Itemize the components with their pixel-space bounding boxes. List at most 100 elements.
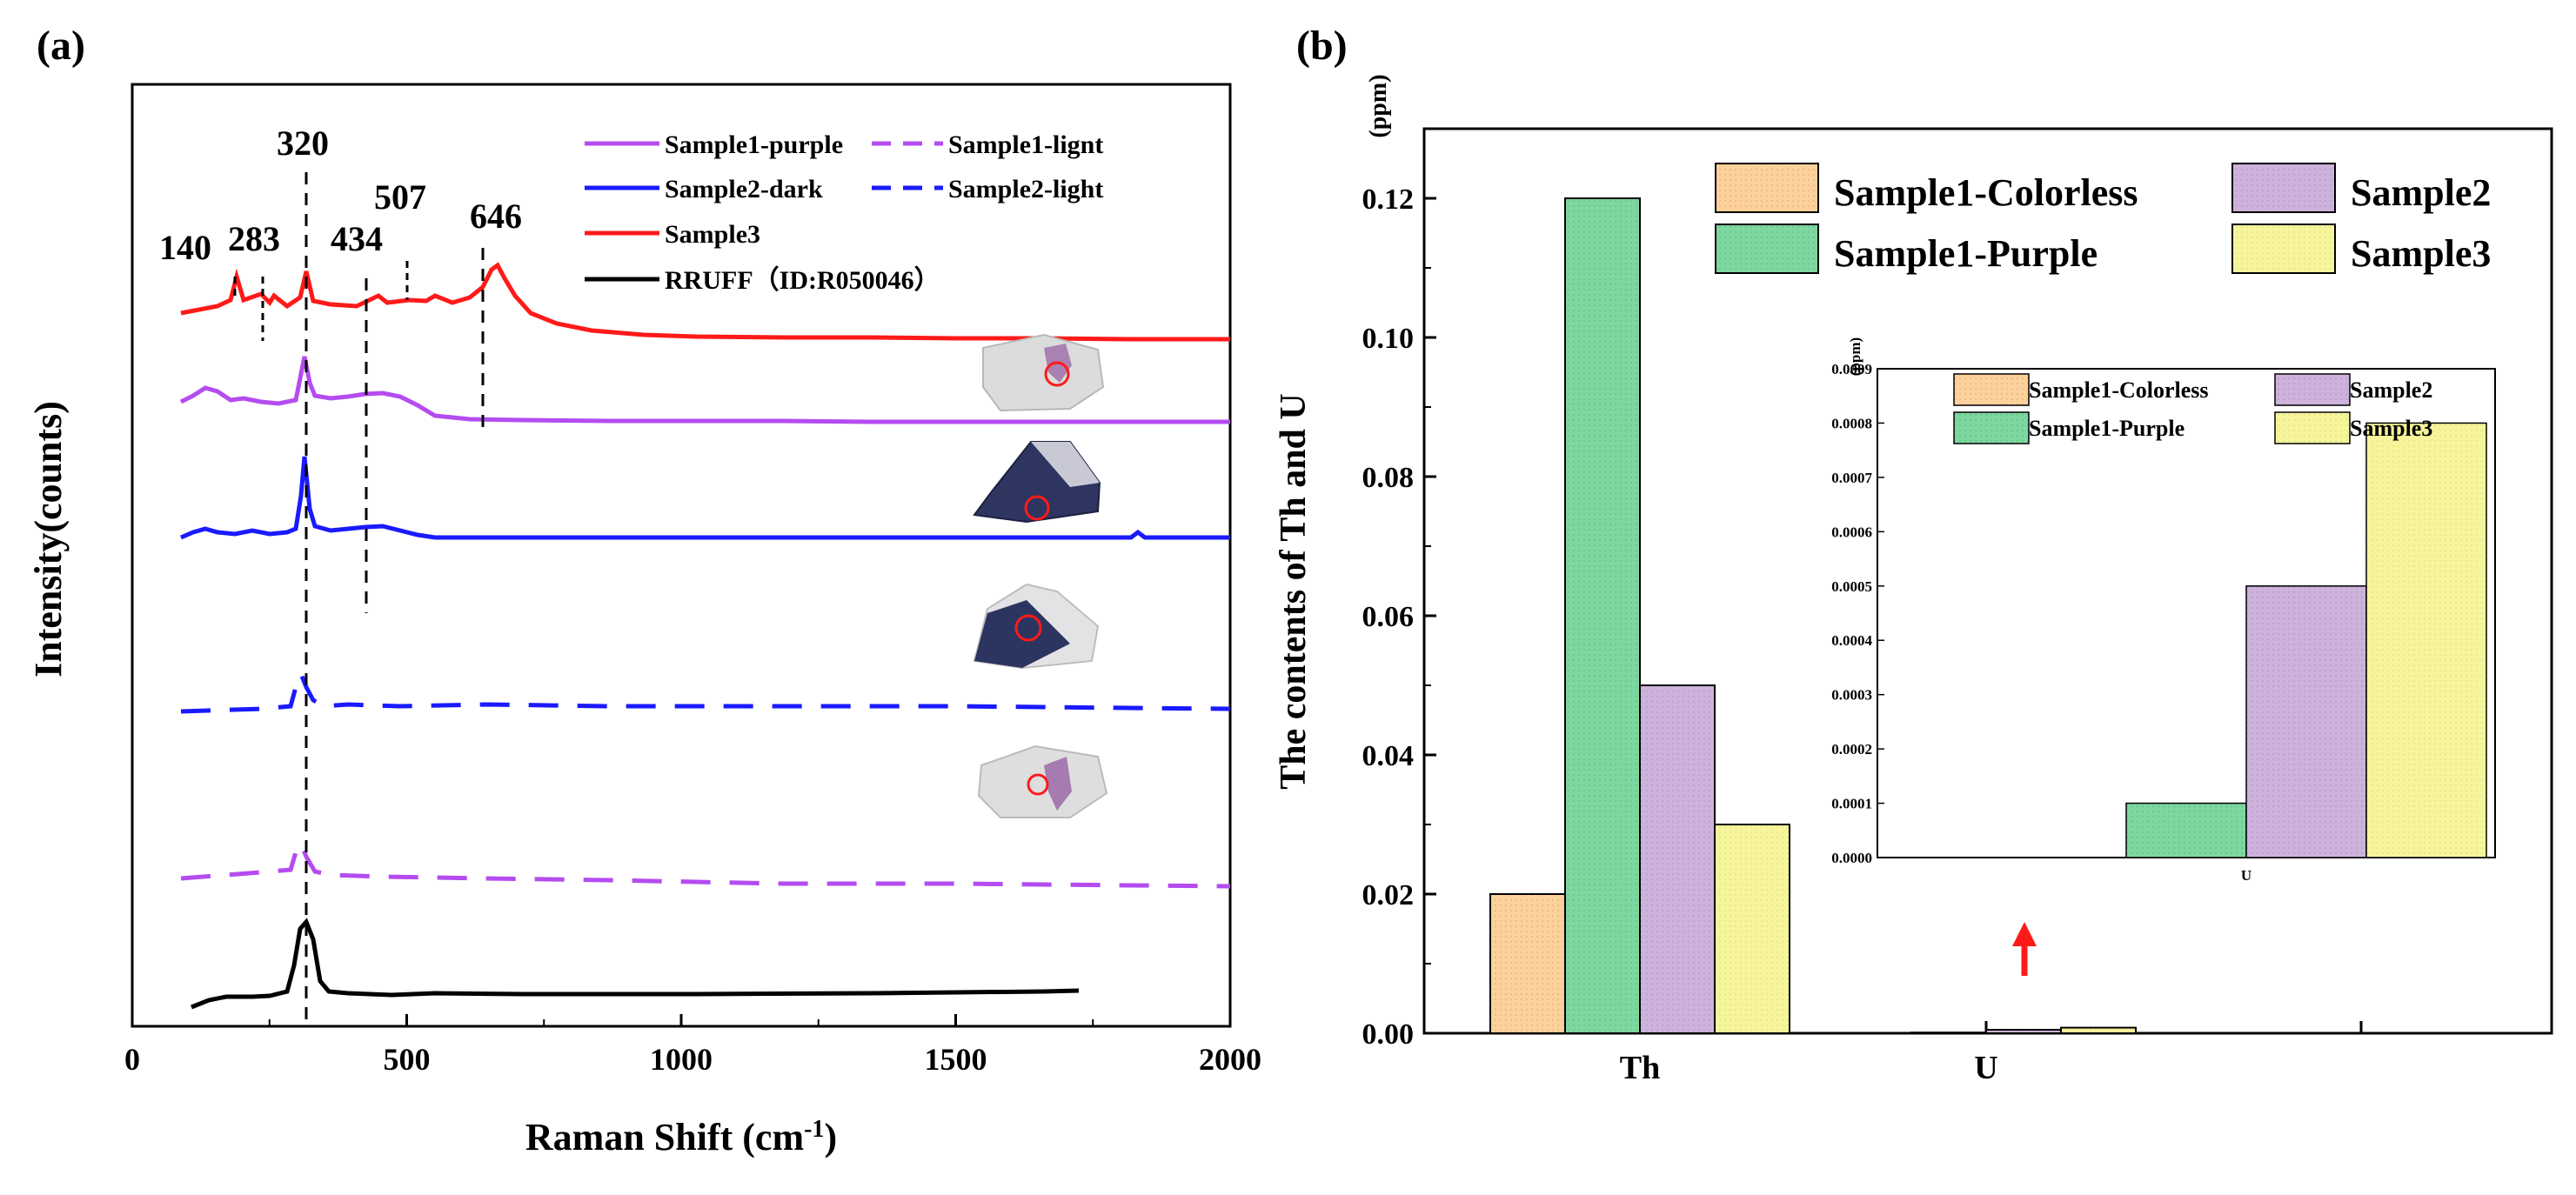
- inset-legend-label-sample2: Sample2: [2350, 377, 2432, 403]
- th-u-content-panel: (b) 0.00 0.02 0.04 0.06 0.08 0.10 0.12 Th U The…: [1274, 23, 2553, 1086]
- inset-y-tick-label: 0.0005: [1831, 578, 1872, 595]
- legend-label-sample3: Sample3: [2351, 232, 2491, 275]
- series-sample1-purple: [179, 356, 1230, 424]
- legend-label-sample1-colorless: Sample1-Colorless: [1834, 171, 2138, 214]
- x-axis-label: Raman Shift (cm-1): [525, 1116, 837, 1159]
- spectra-series: [179, 262, 1231, 1010]
- target-circle: [1027, 773, 1049, 796]
- peak-label-434: 434: [331, 219, 383, 258]
- legend-swatch-sample1-purple: [1715, 224, 1819, 274]
- legend-label-sample1-purple: Sample1-purple: [665, 130, 843, 159]
- target-circle: [1044, 361, 1070, 387]
- legend-label-sample1-light: Sample1-lignt: [948, 130, 1103, 159]
- series-sample1-light: [180, 838, 1231, 889]
- inset-bar-sample3: [2365, 422, 2487, 858]
- inset-legend-label-sample1-purple: Sample1-Purple: [2029, 416, 2185, 441]
- inset-legend: Sample1-Colorless Sample2 Sample1-Purple…: [1953, 373, 2432, 444]
- bar-sample1-purple-th: [1564, 197, 1641, 1034]
- legend-swatch-sample1-colorless: [1715, 163, 1819, 213]
- x-axis-tick-labels: 0 500 1000 1500 2000: [124, 1042, 1261, 1077]
- inset-y-tick-label: 0.0002: [1831, 741, 1872, 758]
- y-axis-label: Intensity(counts): [27, 401, 70, 678]
- peak-label-646: 646: [470, 197, 522, 236]
- y-axis-ticks: [1424, 197, 1436, 1035]
- y-tick-label: 0.08: [1362, 462, 1415, 494]
- inset-y-tick-label: 0.0003: [1831, 687, 1872, 704]
- sample-thumbnail-4: [977, 744, 1108, 818]
- inset-y-tick-label: 0.0008: [1831, 415, 1872, 431]
- bar-sample3-u: [2060, 1026, 2137, 1034]
- series-sample3: [180, 262, 1230, 342]
- inset-bars: [2125, 422, 2487, 858]
- inset-y-tick-label: 0.0007: [1831, 470, 1872, 486]
- x-axis-ticks: [130, 1014, 1232, 1026]
- legend-label-sample2: Sample2: [2351, 171, 2491, 214]
- bar-sample2-u: [1985, 1029, 2062, 1034]
- x-tick-label: U: [1974, 1050, 1997, 1086]
- legend-label-sample1-purple: Sample1-Purple: [1834, 232, 2098, 275]
- inset-legend-swatch-sample1-colorless: [1953, 373, 2030, 406]
- y-tick-label: 0.02: [1362, 879, 1415, 911]
- x-tick-label: 1500: [925, 1042, 987, 1077]
- inset-chart: 0.0000 0.0001 0.0002 0.0003 0.0004 0.0005 0.00…: [1831, 337, 2496, 884]
- inset-legend-label-sample3: Sample3: [2350, 416, 2432, 441]
- sample-thumbnail-3: [973, 583, 1100, 670]
- y-axis-label: The contents of Th and U: [1274, 393, 1314, 789]
- inset-x-tick-label: U: [2241, 867, 2251, 884]
- panel-label-a: (a): [37, 23, 85, 69]
- legend-label-sample2-light: Sample2-light: [948, 175, 1103, 204]
- x-tick-label: 1000: [650, 1042, 713, 1077]
- sample-thumbnail-1: [982, 333, 1105, 412]
- series-rruff: [191, 918, 1080, 1010]
- inset-legend-swatch-sample1-purple: [1953, 411, 2030, 444]
- bar-sample1-colorless-th: [1489, 893, 1566, 1034]
- inset-legend-swatch-sample2: [2274, 373, 2351, 406]
- inset-bar-sample2: [2245, 585, 2367, 858]
- y-tick-label: 0.00: [1362, 1018, 1415, 1051]
- legend-label-rruff: RRUFF（ID:R050046）: [665, 265, 940, 295]
- inset-y-tick-label: 0.0000: [1831, 850, 1872, 866]
- peak-label-140: 140: [159, 228, 211, 267]
- y-axis-tick-labels: 0.00 0.02 0.04 0.06 0.08 0.10 0.12: [1362, 184, 1415, 1051]
- inset-y-axis-unit: (ppm): [1847, 337, 1863, 376]
- target-circle: [1024, 495, 1050, 521]
- y-tick-label: 0.10: [1362, 323, 1415, 355]
- raman-spectra-panel: (a) 0 500 1000 1500 2000 Raman Shift (cm-1) …: [27, 23, 1261, 1158]
- bar-sample2-th: [1639, 684, 1716, 1034]
- inset-y-tick-label: 0.0006: [1831, 524, 1872, 540]
- legend-swatch-sample2: [2231, 163, 2336, 213]
- x-axis-tick-labels: Th U: [1620, 1050, 1998, 1086]
- inset-legend-label-sample1-colorless: Sample1-Colorless: [2029, 377, 2209, 403]
- legend-swatch-sample3: [2231, 224, 2336, 274]
- y-tick-label: 0.04: [1362, 740, 1415, 772]
- peak-label-320: 320: [277, 124, 329, 163]
- legend-label-sample2-dark: Sample2-dark: [665, 175, 823, 204]
- legend: Sample1-Colorless Sample2 Sample1-Purple…: [1715, 163, 2491, 275]
- inset-y-axis-tick-labels: 0.0000 0.0001 0.0002 0.0003 0.0004 0.0005 0.00…: [1831, 361, 1872, 866]
- panel-label-b: (b): [1296, 23, 1348, 69]
- x-tick-label: 500: [384, 1042, 431, 1077]
- inset-legend-swatch-sample3: [2274, 411, 2351, 444]
- bar-sample3-th: [1714, 824, 1790, 1034]
- series-sample2-dark: [180, 456, 1230, 540]
- x-tick-label: Th: [1620, 1050, 1660, 1086]
- y-axis-unit: (ppm): [1365, 74, 1392, 137]
- sample-thumbnail-2: [973, 441, 1101, 524]
- series-sample2-light: [180, 668, 1231, 714]
- inset-bar-sample1-purple: [2125, 802, 2247, 858]
- y-tick-label: 0.12: [1362, 184, 1415, 216]
- peak-markers: [233, 172, 485, 1026]
- peak-label-507: 507: [374, 177, 426, 217]
- legend-label-sample3: Sample3: [665, 220, 760, 249]
- x-tick-label: 0: [124, 1042, 140, 1077]
- peak-label-283: 283: [228, 219, 280, 258]
- bar-sample1-purple-u: [1910, 1031, 1987, 1034]
- peak-labels: 140 283 320 434 507 646: [159, 124, 522, 267]
- red-arrow-icon: [2012, 922, 2037, 976]
- legend: Sample1-purple Sample1-lignt Sample2-dar…: [585, 130, 1103, 295]
- y-tick-label: 0.06: [1362, 601, 1415, 633]
- inset-y-tick-label: 0.0001: [1831, 796, 1872, 812]
- inset-y-tick-label: 0.0009: [1831, 361, 1872, 377]
- x-tick-label: 2000: [1199, 1042, 1261, 1077]
